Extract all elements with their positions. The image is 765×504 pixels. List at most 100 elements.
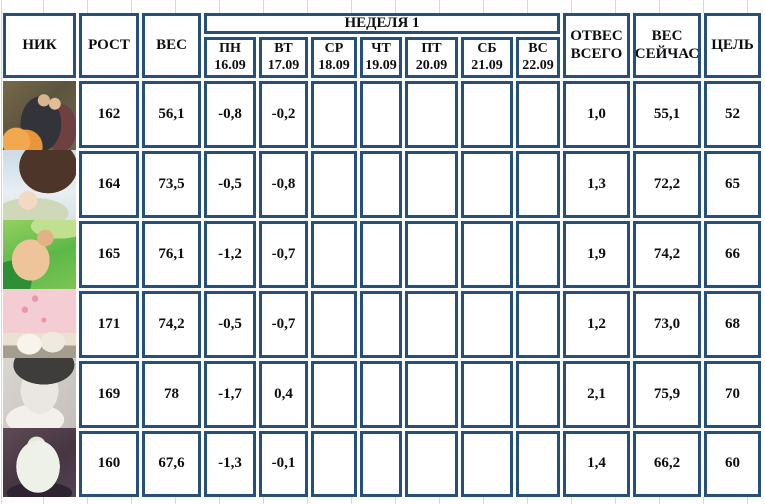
cell-day6-row6[interactable] [461,431,513,497]
cell-day6-row1[interactable] [461,81,513,148]
cell-day3-row1[interactable] [311,81,357,148]
member-photo-white-fluffy-suit[interactable] [3,427,76,497]
cell-day7-row2[interactable] [516,151,560,218]
cell-day2-row6[interactable]: -0,1 [259,431,308,497]
photo-column [3,81,76,497]
cell-day3-row6[interactable] [311,431,357,497]
cell-day2-row1[interactable]: -0,2 [259,81,308,148]
cell-height-row4[interactable]: 171 [79,291,139,358]
cell-day6-row5[interactable] [461,361,513,428]
day-header-cell-5[interactable]: ПТ 20.09 [405,37,458,78]
cell-day4-row1[interactable] [360,81,402,148]
cell-weight-row3[interactable]: 76,1 [142,221,201,288]
cell-weight-now-row6[interactable]: 66,2 [633,431,701,497]
cell-weight-row1[interactable]: 56,1 [142,81,201,148]
cell-weight-row2[interactable]: 73,5 [142,151,201,218]
cell-day3-row2[interactable] [311,151,357,218]
cell-total-loss-row1[interactable]: 1,0 [563,81,630,148]
cell-total-loss-row5[interactable]: 2,1 [563,361,630,428]
cell-weight-row5[interactable]: 78 [142,361,201,428]
member-photo-mother-and-baby[interactable] [3,150,76,220]
cell-day4-row4[interactable] [360,291,402,358]
member-photo-mother-child-pool[interactable] [3,219,76,289]
cell-day5-row5[interactable] [405,361,458,428]
cell-day3-row4[interactable] [311,291,357,358]
cell-total-loss-row3[interactable]: 1,9 [563,221,630,288]
cell-day7-row6[interactable] [516,431,560,497]
cell-day4-row5[interactable] [360,361,402,428]
cell-day1-row5[interactable]: -1,7 [204,361,256,428]
cell-day5-row6[interactable] [405,431,458,497]
cell-day5-row3[interactable] [405,221,458,288]
weight-header-cell[interactable]: ВЕС [142,13,201,78]
cell-day4-row6[interactable] [360,431,402,497]
total-loss-header-cell[interactable]: ОТВЕС ВСЕГО [563,13,630,78]
cell-day5-row2[interactable] [405,151,458,218]
cell-height-row6[interactable]: 160 [79,431,139,497]
cell-weight-row6[interactable]: 67,6 [142,431,201,497]
goal-header-cell[interactable]: ЦЕЛЬ [704,13,761,78]
cell-goal-row3[interactable]: 66 [704,221,761,288]
cell-goal-row6[interactable]: 60 [704,431,761,497]
cell-day2-row5[interactable]: 0,4 [259,361,308,428]
cell-day5-row1[interactable] [405,81,458,148]
day-header-cell-2[interactable]: ВТ 17.09 [259,37,308,78]
cell-total-loss-row6[interactable]: 1,4 [563,431,630,497]
cell-height-row1[interactable]: 162 [79,81,139,148]
cell-total-loss-row4[interactable]: 1,2 [563,291,630,358]
cell-day6-row2[interactable] [461,151,513,218]
day-name: ЧТ [371,41,391,57]
cell-day2-row2[interactable]: -0,8 [259,151,308,218]
cell-goal-row1[interactable]: 52 [704,81,761,148]
cell-day7-row3[interactable] [516,221,560,288]
nick-header-cell[interactable]: НИК [3,13,76,78]
cell-day1-row1[interactable]: -0,8 [204,81,256,148]
cell-total-loss-row2[interactable]: 1,3 [563,151,630,218]
cell-goal-row2[interactable]: 65 [704,151,761,218]
cell-height-row2[interactable]: 164 [79,151,139,218]
cell-weight-now-row2[interactable]: 72,2 [633,151,701,218]
cell-day1-row6[interactable]: -1,3 [204,431,256,497]
day-date: 16.09 [214,57,246,73]
week-header-cell[interactable]: НЕДЕЛЯ 1 [204,13,560,34]
cell-day2-row3[interactable]: -0,7 [259,221,308,288]
cell-day7-row4[interactable] [516,291,560,358]
cell-day1-row3[interactable]: -1,2 [204,221,256,288]
cell-day4-row3[interactable] [360,221,402,288]
day-name: ПН [219,41,241,57]
member-photo-pink-legs-sneakers[interactable] [3,288,76,359]
day-header-cell-3[interactable]: СР 18.09 [311,37,357,78]
day-header-cell-1[interactable]: ПН 16.09 [204,37,256,78]
cell-weight-now-row4[interactable]: 73,0 [633,291,701,358]
day-date: 18.09 [318,57,350,73]
cell-weight-now-row5[interactable]: 75,9 [633,361,701,428]
member-photo-couple-outdoors[interactable] [3,81,76,151]
cell-day7-row1[interactable] [516,81,560,148]
cell-goal-row4[interactable]: 68 [704,291,761,358]
cell-day7-row5[interactable] [516,361,560,428]
cell-day3-row3[interactable] [311,221,357,288]
day-header-cell-6[interactable]: СБ 21.09 [461,37,513,78]
height-header-cell[interactable]: РОСТ [79,13,139,78]
member-photo-smiling-woman-bw[interactable] [3,358,76,428]
cell-goal-row5[interactable]: 70 [704,361,761,428]
cell-day4-row2[interactable] [360,151,402,218]
cell-weight-now-row1[interactable]: 55,1 [633,81,701,148]
cell-day6-row4[interactable] [461,291,513,358]
cell-day6-row3[interactable] [461,221,513,288]
cell-height-row3[interactable]: 165 [79,221,139,288]
weight-now-header-cell[interactable]: ВЕС СЕЙЧАС [633,13,701,78]
day-header-cell-4[interactable]: ЧТ 19.09 [360,37,402,78]
cell-weight-row4[interactable]: 74,2 [142,291,201,358]
cell-weight-now-row3[interactable]: 74,2 [633,221,701,288]
cell-day3-row5[interactable] [311,361,357,428]
left-gridline [1,0,2,504]
day-date: 22.09 [522,57,554,73]
day-header-cell-7[interactable]: ВС 22.09 [516,37,560,78]
cell-day1-row2[interactable]: -0,5 [204,151,256,218]
cell-day1-row4[interactable]: -0,5 [204,291,256,358]
day-name: ВС [528,41,548,57]
cell-day5-row4[interactable] [405,291,458,358]
cell-height-row5[interactable]: 169 [79,361,139,428]
cell-day2-row4[interactable]: -0,7 [259,291,308,358]
